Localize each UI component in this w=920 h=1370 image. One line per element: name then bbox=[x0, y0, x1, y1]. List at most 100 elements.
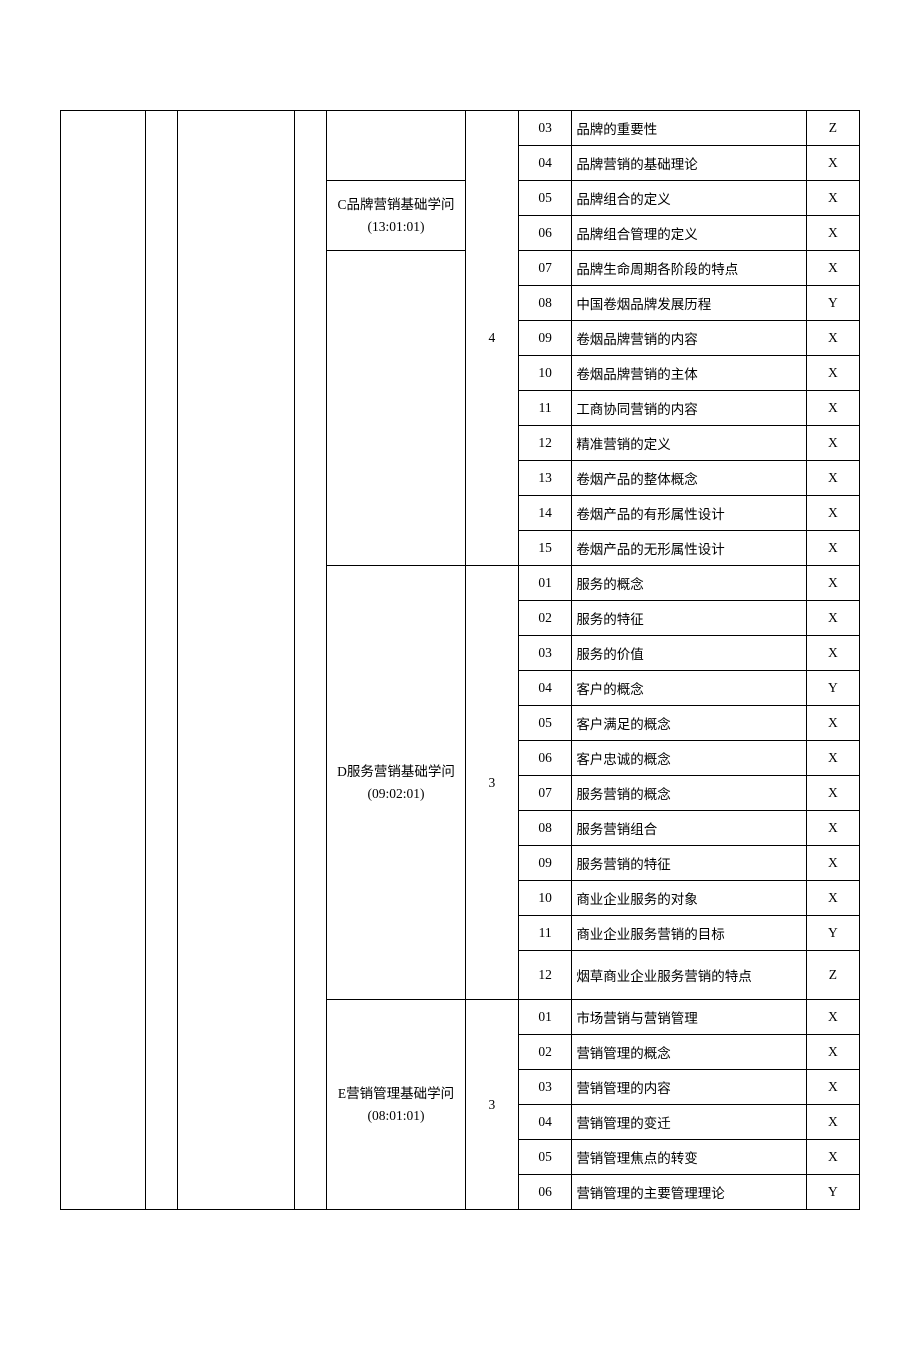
row-code: X bbox=[806, 636, 859, 671]
row-desc: 商业企业服务营销的目标 bbox=[572, 916, 806, 951]
row-code: X bbox=[806, 321, 859, 356]
col-3-blank bbox=[178, 111, 295, 1210]
row-desc: 营销管理的主要管理理论 bbox=[572, 1175, 806, 1210]
row-code: X bbox=[806, 1000, 859, 1035]
row-code: X bbox=[806, 391, 859, 426]
row-index: 03 bbox=[519, 1070, 572, 1105]
row-desc: 营销管理的变迁 bbox=[572, 1105, 806, 1140]
row-code: X bbox=[806, 776, 859, 811]
row-desc: 卷烟品牌营销的内容 bbox=[572, 321, 806, 356]
row-desc: 营销管理的内容 bbox=[572, 1070, 806, 1105]
row-index: 14 bbox=[519, 496, 572, 531]
row-desc: 服务营销的特征 bbox=[572, 846, 806, 881]
row-code: X bbox=[806, 146, 859, 181]
row-index: 02 bbox=[519, 601, 572, 636]
row-desc: 客户满足的概念 bbox=[572, 706, 806, 741]
document-page: 403品牌的重要性Z04品牌营销的基础理论XC品牌营销基础学问(13:01:01… bbox=[0, 0, 920, 1370]
row-desc: 品牌组合的定义 bbox=[572, 181, 806, 216]
row-code: X bbox=[806, 1140, 859, 1175]
row-index: 01 bbox=[519, 566, 572, 601]
col-4-blank bbox=[295, 111, 327, 1210]
syllabus-table: 403品牌的重要性Z04品牌营销的基础理论XC品牌营销基础学问(13:01:01… bbox=[60, 110, 860, 1210]
row-code: X bbox=[806, 601, 859, 636]
row-desc: 市场营销与营销管理 bbox=[572, 1000, 806, 1035]
row-code: X bbox=[806, 461, 859, 496]
row-index: 15 bbox=[519, 531, 572, 566]
col-1-blank bbox=[61, 111, 146, 1210]
row-index: 05 bbox=[519, 1140, 572, 1175]
row-index: 09 bbox=[519, 846, 572, 881]
row-index: 04 bbox=[519, 1105, 572, 1140]
row-index: 06 bbox=[519, 1175, 572, 1210]
row-desc: 卷烟品牌营销的主体 bbox=[572, 356, 806, 391]
table-row: 403品牌的重要性Z bbox=[61, 111, 860, 146]
row-desc: 烟草商业企业服务营销的特点 bbox=[572, 951, 806, 1000]
section-c-weight: 4 bbox=[465, 111, 518, 566]
row-code: X bbox=[806, 741, 859, 776]
row-desc: 卷烟产品的无形属性设计 bbox=[572, 531, 806, 566]
row-desc: 服务的价值 bbox=[572, 636, 806, 671]
row-desc: 服务营销的概念 bbox=[572, 776, 806, 811]
row-index: 03 bbox=[519, 111, 572, 146]
row-index: 09 bbox=[519, 321, 572, 356]
row-code: X bbox=[806, 216, 859, 251]
row-desc: 客户的概念 bbox=[572, 671, 806, 706]
row-index: 04 bbox=[519, 146, 572, 181]
section-label: E营销管理基础学问(08:01:01) bbox=[327, 1000, 465, 1210]
table-body: 403品牌的重要性Z04品牌营销的基础理论XC品牌营销基础学问(13:01:01… bbox=[61, 111, 860, 1210]
row-index: 07 bbox=[519, 776, 572, 811]
row-code: Z bbox=[806, 951, 859, 1000]
row-desc: 工商协同营销的内容 bbox=[572, 391, 806, 426]
row-index: 01 bbox=[519, 1000, 572, 1035]
section-c-label: C品牌营销基础学问(13:01:01) bbox=[327, 181, 465, 251]
row-index: 08 bbox=[519, 811, 572, 846]
row-desc: 营销管理焦点的转变 bbox=[572, 1140, 806, 1175]
row-code: X bbox=[806, 706, 859, 741]
row-code: X bbox=[806, 1105, 859, 1140]
row-code: X bbox=[806, 496, 859, 531]
row-code: X bbox=[806, 356, 859, 391]
row-index: 13 bbox=[519, 461, 572, 496]
row-desc: 品牌组合管理的定义 bbox=[572, 216, 806, 251]
section-weight: 3 bbox=[465, 566, 518, 1000]
section-c-label-bottom bbox=[327, 251, 465, 566]
row-desc: 营销管理的概念 bbox=[572, 1035, 806, 1070]
row-desc: 精准营销的定义 bbox=[572, 426, 806, 461]
row-desc: 服务的概念 bbox=[572, 566, 806, 601]
row-code: X bbox=[806, 251, 859, 286]
row-code: X bbox=[806, 881, 859, 916]
row-desc: 中国卷烟品牌发展历程 bbox=[572, 286, 806, 321]
row-desc: 卷烟产品的整体概念 bbox=[572, 461, 806, 496]
row-desc: 服务的特征 bbox=[572, 601, 806, 636]
row-index: 02 bbox=[519, 1035, 572, 1070]
row-index: 07 bbox=[519, 251, 572, 286]
section-weight: 3 bbox=[465, 1000, 518, 1210]
row-index: 08 bbox=[519, 286, 572, 321]
section-c-label-top bbox=[327, 111, 465, 181]
row-index: 12 bbox=[519, 426, 572, 461]
row-code: Y bbox=[806, 671, 859, 706]
row-code: Y bbox=[806, 286, 859, 321]
row-code: X bbox=[806, 426, 859, 461]
row-code: X bbox=[806, 811, 859, 846]
row-desc: 品牌营销的基础理论 bbox=[572, 146, 806, 181]
row-code: X bbox=[806, 1035, 859, 1070]
row-index: 03 bbox=[519, 636, 572, 671]
row-code: X bbox=[806, 566, 859, 601]
row-code: X bbox=[806, 531, 859, 566]
row-code: Y bbox=[806, 916, 859, 951]
row-index: 10 bbox=[519, 356, 572, 391]
row-desc: 客户忠诚的概念 bbox=[572, 741, 806, 776]
row-index: 06 bbox=[519, 216, 572, 251]
row-code: X bbox=[806, 181, 859, 216]
row-index: 10 bbox=[519, 881, 572, 916]
row-code: Z bbox=[806, 111, 859, 146]
row-code: Y bbox=[806, 1175, 859, 1210]
row-desc: 品牌的重要性 bbox=[572, 111, 806, 146]
row-code: X bbox=[806, 846, 859, 881]
section-label: D服务营销基础学问(09:02:01) bbox=[327, 566, 465, 1000]
row-index: 11 bbox=[519, 916, 572, 951]
row-index: 04 bbox=[519, 671, 572, 706]
row-index: 06 bbox=[519, 741, 572, 776]
row-index: 05 bbox=[519, 181, 572, 216]
